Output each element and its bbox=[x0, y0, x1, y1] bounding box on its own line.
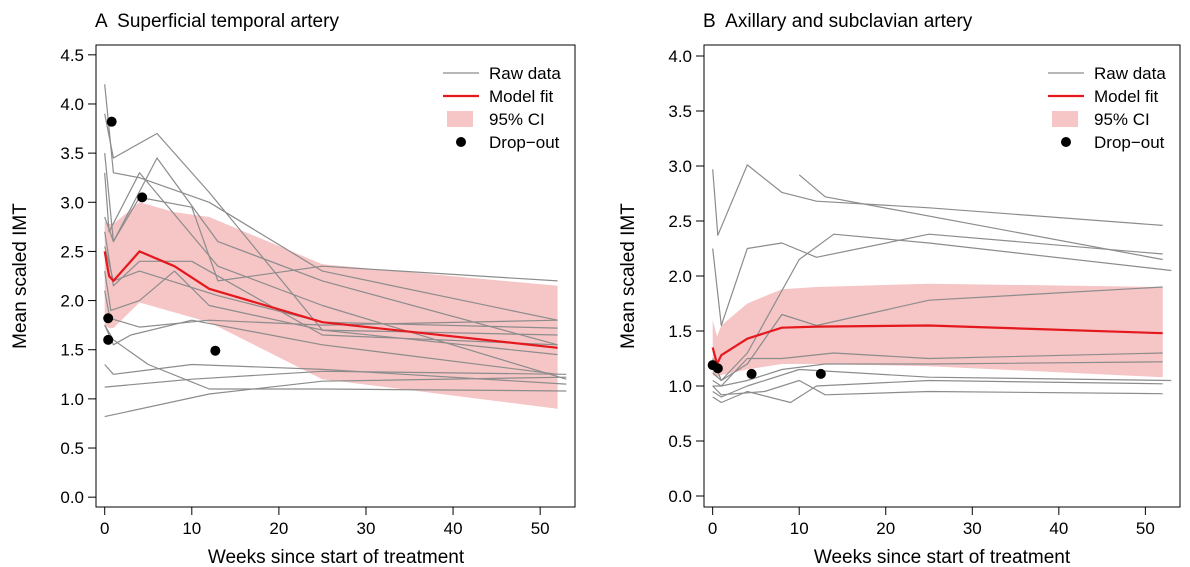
panel-b-y-tick-label: 1.5 bbox=[668, 322, 692, 341]
panel-b-y-tick-label: 1.0 bbox=[668, 377, 692, 396]
panel-b-legend-dropout-swatch bbox=[1061, 137, 1071, 147]
panel-a-legend-label: Drop−out bbox=[489, 133, 560, 152]
panel-a-raw-data-line bbox=[104, 113, 558, 336]
panel-a-dropout-point bbox=[103, 313, 114, 324]
panel-a-legend-dropout-swatch bbox=[456, 137, 466, 147]
panel-a-legend: Raw data Model fit 95% CI Drop−out bbox=[443, 64, 561, 152]
panel-a-dropout-point bbox=[137, 192, 148, 203]
panel-b-x-tick-label: 30 bbox=[963, 519, 982, 538]
panel-b-y-tick-label: 2.5 bbox=[668, 212, 692, 231]
panel-b-y-tick-label: 0.0 bbox=[668, 487, 692, 506]
panel-a-x-tick-label: 0 bbox=[100, 519, 109, 538]
panel-b-y-axis-title: Mean scaled IMT bbox=[618, 203, 639, 349]
panel-a-x-tick-label: 40 bbox=[444, 519, 463, 538]
panel-a-legend-ci-swatch bbox=[447, 111, 473, 127]
panel-b-y-axis: 0.0 0.5 1.0 1.5 2.0 2.5 3.0 3.5 4.0 bbox=[668, 47, 704, 506]
panel-a-raw-data-lines bbox=[104, 84, 567, 418]
panel-b-raw-data-line bbox=[712, 361, 1163, 387]
panel-b-legend-label: Model fit bbox=[1094, 87, 1159, 106]
panel-a-y-tick-label: 1.5 bbox=[60, 341, 84, 360]
panel-a-y-tick-label: 3.5 bbox=[60, 144, 84, 163]
panel-a-y-tick-label: 2.5 bbox=[60, 242, 84, 261]
panel-a-ci-band bbox=[104, 202, 558, 409]
panel-b-dropout-point bbox=[712, 363, 723, 374]
panel-a-y-tick-label: 0.0 bbox=[60, 488, 84, 507]
panel-b-raw-data-line bbox=[712, 164, 1163, 236]
panel-b: B Axillary and subclavian artery Weeks s… bbox=[618, 11, 1181, 567]
panel-b-x-tick-label: 10 bbox=[790, 519, 809, 538]
panel-b-raw-data-line bbox=[712, 233, 1163, 327]
panel-a-x-tick-label: 50 bbox=[531, 519, 550, 538]
panel-b-model-fit-line bbox=[711, 324, 1163, 366]
panel-a-y-axis-title: Mean scaled IMT bbox=[10, 203, 31, 349]
panel-a-raw-data-line bbox=[104, 196, 558, 282]
panel-b-raw-data-line bbox=[712, 368, 1172, 398]
panel-a-y-tick-label: 4.5 bbox=[60, 46, 84, 65]
panel-b-legend-label: 95% CI bbox=[1094, 110, 1150, 129]
panel-a-y-axis: 0.0 0.5 1.0 1.5 2.0 2.5 3.0 3.5 4.0 4.5 bbox=[60, 46, 96, 507]
panel-a-title: A Superficial temporal artery bbox=[95, 11, 339, 32]
panel-b-x-axis: 0 10 20 30 40 50 bbox=[708, 507, 1155, 538]
panel-a-raw-data-line bbox=[104, 363, 567, 385]
panel-a-y-tick-label: 2.0 bbox=[60, 292, 84, 311]
panel-b-title: B Axillary and subclavian artery bbox=[703, 11, 973, 32]
panel-a: A Superficial temporal artery Weeks sinc… bbox=[10, 11, 576, 567]
panel-b-y-tick-label: 3.0 bbox=[668, 157, 692, 176]
panel-a-y-tick-label: 4.0 bbox=[60, 95, 84, 114]
panel-b-x-tick-label: 40 bbox=[1049, 519, 1068, 538]
panel-b-legend: Raw data Model fit 95% CI Drop−out bbox=[1048, 64, 1166, 152]
panel-b-raw-data-line bbox=[712, 379, 1163, 404]
panel-a-raw-data-line bbox=[104, 84, 558, 321]
panel-b-y-tick-label: 2.0 bbox=[668, 267, 692, 286]
panel-b-legend-ci-swatch bbox=[1052, 111, 1078, 127]
panel-a-plot-frame bbox=[95, 44, 576, 508]
panel-a-x-tick-label: 10 bbox=[182, 519, 201, 538]
panel-a-dropout-point bbox=[210, 345, 221, 356]
panel-a-dropout-points bbox=[103, 116, 221, 356]
panel-b-y-tick-label: 0.5 bbox=[668, 432, 692, 451]
panel-a-y-tick-label: 1.0 bbox=[60, 390, 84, 409]
panel-b-raw-data-line bbox=[712, 286, 1163, 382]
panel-b-raw-data-line bbox=[712, 379, 1163, 396]
panel-b-raw-data-line bbox=[798, 174, 1163, 261]
panel-b-x-tick-label: 0 bbox=[708, 519, 717, 538]
panel-a-raw-data-line bbox=[104, 376, 567, 418]
panel-b-dropout-points bbox=[707, 360, 826, 379]
panel-b-dropout-point bbox=[815, 368, 826, 379]
panel-a-raw-data-line bbox=[104, 172, 567, 380]
panel-a-x-tick-label: 30 bbox=[357, 519, 376, 538]
panel-a-dropout-point bbox=[103, 334, 114, 345]
panel-a-raw-data-line bbox=[104, 370, 567, 388]
panel-b-legend-label: Drop−out bbox=[1094, 133, 1165, 152]
panel-b-x-tick-label: 50 bbox=[1136, 519, 1155, 538]
panel-a-legend-label: 95% CI bbox=[489, 110, 545, 129]
panel-a-legend-label: Raw data bbox=[489, 64, 561, 83]
panel-a-dropout-point bbox=[106, 116, 117, 127]
panel-b-dropout-point bbox=[746, 368, 757, 379]
panel-b-y-tick-label: 3.5 bbox=[668, 102, 692, 121]
panel-b-legend-label: Raw data bbox=[1094, 64, 1166, 83]
panel-a-raw-data-line bbox=[104, 270, 558, 356]
panel-b-x-tick-label: 20 bbox=[876, 519, 895, 538]
panel-a-y-tick-label: 3.0 bbox=[60, 193, 84, 212]
panel-a-legend-label: Model fit bbox=[489, 87, 554, 106]
panel-a-x-tick-label: 20 bbox=[269, 519, 288, 538]
panel-b-raw-data-lines bbox=[712, 164, 1172, 404]
panel-b-x-axis-title: Weeks since start of treatment bbox=[814, 547, 1071, 567]
panel-b-y-tick-label: 4.0 bbox=[668, 47, 692, 66]
panel-a-y-tick-label: 0.5 bbox=[60, 439, 84, 458]
panel-a-x-axis: 0 10 20 30 40 50 bbox=[100, 507, 550, 538]
panel-a-x-axis-title: Weeks since start of treatment bbox=[208, 547, 465, 567]
panel-a-model-fit-line bbox=[103, 250, 558, 349]
